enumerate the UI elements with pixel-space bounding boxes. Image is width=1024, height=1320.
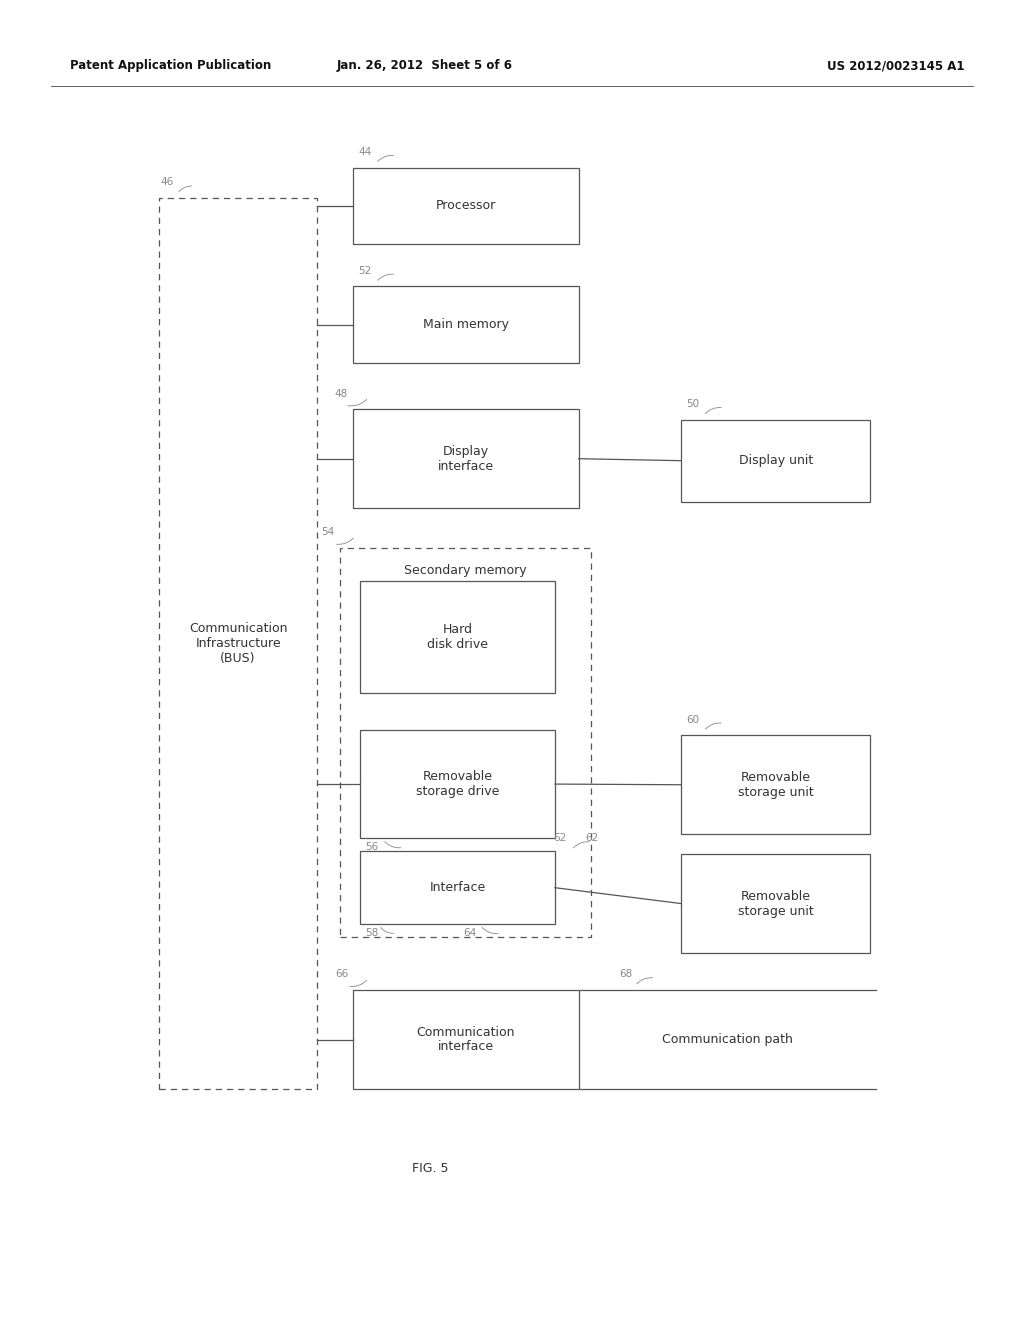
- Text: Display
interface: Display interface: [438, 445, 494, 473]
- Text: Communication
interface: Communication interface: [417, 1026, 515, 1053]
- Text: 50: 50: [686, 399, 699, 409]
- FancyBboxPatch shape: [353, 168, 579, 244]
- Text: Interface: Interface: [430, 882, 485, 894]
- Text: 58: 58: [366, 928, 379, 939]
- Text: 68: 68: [620, 969, 633, 979]
- Text: Removable
storage unit: Removable storage unit: [738, 890, 813, 917]
- Text: 64: 64: [463, 928, 476, 939]
- FancyBboxPatch shape: [360, 581, 555, 693]
- Text: Secondary memory: Secondary memory: [404, 564, 526, 577]
- Text: 56: 56: [366, 842, 379, 853]
- Text: 60: 60: [686, 714, 699, 725]
- FancyBboxPatch shape: [353, 409, 579, 508]
- Text: Processor: Processor: [436, 199, 496, 213]
- FancyBboxPatch shape: [681, 420, 870, 502]
- Text: 62: 62: [586, 833, 599, 843]
- FancyBboxPatch shape: [681, 854, 870, 953]
- FancyBboxPatch shape: [159, 198, 317, 1089]
- Text: Removable
storage drive: Removable storage drive: [416, 770, 500, 799]
- Text: 66: 66: [335, 969, 348, 979]
- Text: Communication
Infrastructure
(BUS): Communication Infrastructure (BUS): [188, 622, 288, 665]
- Text: Display unit: Display unit: [738, 454, 813, 467]
- FancyBboxPatch shape: [681, 735, 870, 834]
- Text: Hard
disk drive: Hard disk drive: [427, 623, 488, 651]
- Text: 48: 48: [335, 388, 348, 399]
- FancyBboxPatch shape: [360, 730, 555, 838]
- FancyBboxPatch shape: [340, 548, 591, 937]
- Text: 52: 52: [358, 265, 372, 276]
- Text: Removable
storage unit: Removable storage unit: [738, 771, 813, 799]
- Text: 44: 44: [358, 147, 372, 157]
- Text: 54: 54: [322, 527, 335, 537]
- Text: Communication path: Communication path: [662, 1034, 793, 1045]
- FancyBboxPatch shape: [353, 990, 579, 1089]
- Text: Jan. 26, 2012  Sheet 5 of 6: Jan. 26, 2012 Sheet 5 of 6: [337, 59, 513, 73]
- Text: Patent Application Publication: Patent Application Publication: [70, 59, 271, 73]
- FancyBboxPatch shape: [360, 851, 555, 924]
- Text: 62: 62: [553, 833, 566, 843]
- Text: Main memory: Main memory: [423, 318, 509, 331]
- Text: 46: 46: [161, 177, 174, 187]
- FancyBboxPatch shape: [353, 286, 579, 363]
- Text: US 2012/0023145 A1: US 2012/0023145 A1: [827, 59, 965, 73]
- Text: FIG. 5: FIG. 5: [412, 1162, 449, 1175]
